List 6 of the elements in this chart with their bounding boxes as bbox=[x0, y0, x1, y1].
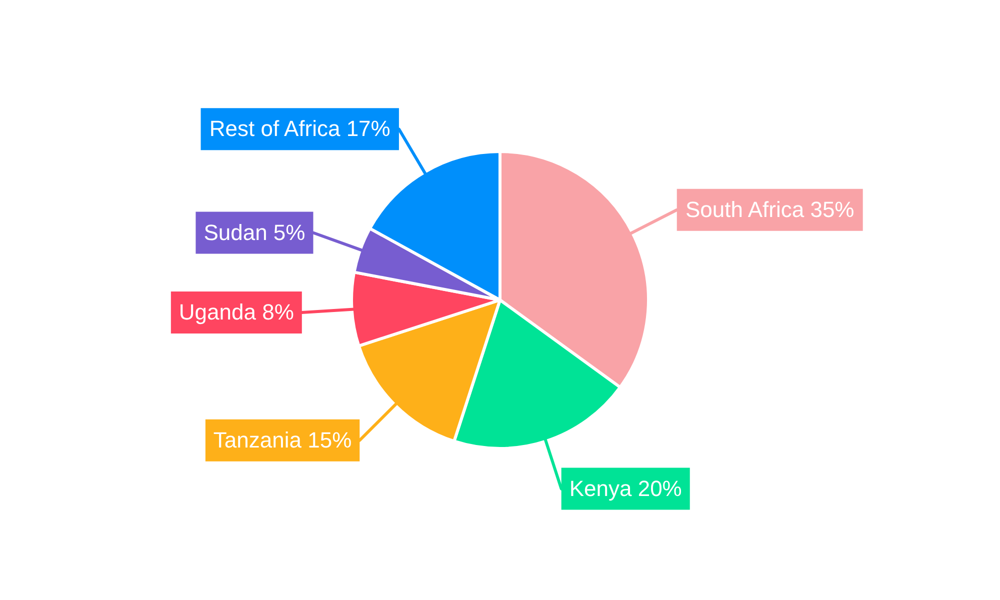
slice-label: Uganda 8% bbox=[178, 300, 294, 325]
slice-label: Tanzania 15% bbox=[213, 427, 352, 452]
slice-label: Kenya 20% bbox=[569, 476, 682, 501]
slice-label: South Africa 35% bbox=[685, 196, 854, 222]
slice-label: Rest of Africa 17% bbox=[209, 116, 390, 142]
slice-label: Sudan 5% bbox=[204, 220, 306, 245]
